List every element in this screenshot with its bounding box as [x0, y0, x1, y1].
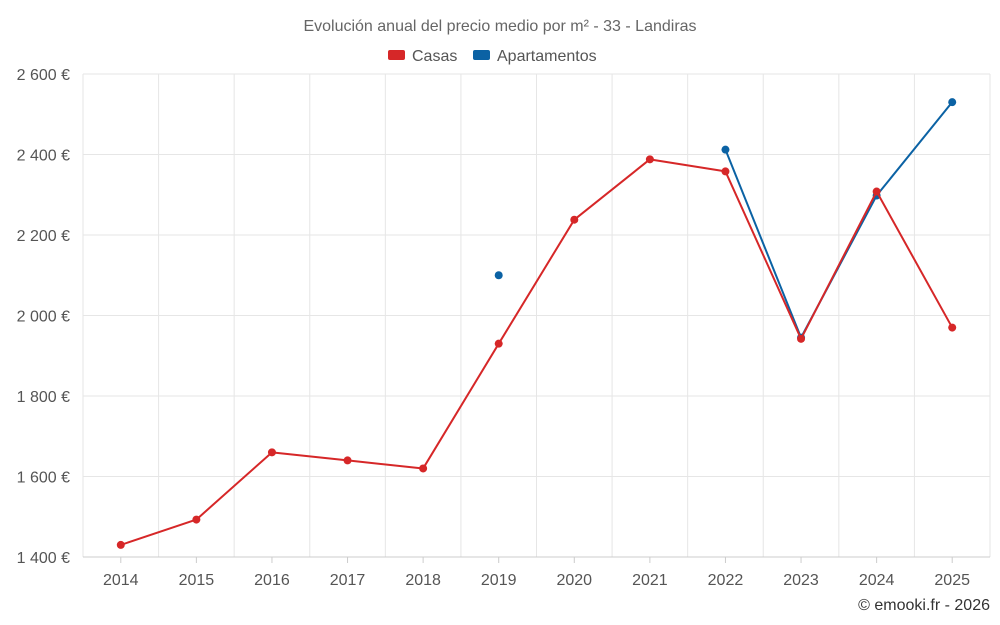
data-point[interactable] [872, 187, 881, 196]
data-point[interactable] [645, 155, 654, 164]
series-casas [116, 155, 957, 549]
series-apartamentos [494, 98, 957, 342]
series-layer [116, 98, 957, 549]
chart-title: Evolución anual del precio medio por m² … [303, 18, 696, 35]
x-tick-label: 2018 [405, 572, 441, 589]
credit-text: © emooki.fr - 2026 [858, 597, 990, 614]
x-tick-label: 2019 [481, 572, 517, 589]
legend-label: Casas [412, 48, 457, 65]
legend-label: Apartamentos [497, 48, 597, 65]
x-tick-label: 2015 [179, 572, 215, 589]
data-point[interactable] [116, 540, 125, 549]
data-point[interactable] [494, 339, 503, 348]
axes: 1 400 € 1 600 € 1 800 € 2 000 € 2 200 € 2 400… [17, 67, 990, 589]
data-point[interactable] [721, 145, 730, 154]
x-tick-label: 2017 [330, 572, 366, 589]
series-line [120, 158, 954, 546]
x-tick-label: 2020 [556, 572, 592, 589]
x-tick-label: 2021 [632, 572, 668, 589]
y-tick-label: 1 400 € [17, 550, 70, 567]
data-point[interactable] [721, 167, 730, 176]
legend-item-casas[interactable]: Casas [388, 48, 457, 65]
data-point[interactable] [192, 515, 201, 524]
x-tick-label: 2025 [934, 572, 970, 589]
data-point[interactable] [570, 215, 579, 224]
x-tick-label: 2022 [708, 572, 744, 589]
legend-swatch [388, 50, 405, 60]
y-tick-label: 2 400 € [17, 148, 70, 165]
data-point[interactable] [494, 271, 503, 280]
legend-swatch [473, 50, 490, 60]
legend-item-apartamentos[interactable]: Apartamentos [473, 48, 597, 65]
y-tick-label: 2 200 € [17, 228, 70, 245]
data-point[interactable] [267, 448, 276, 457]
legend[interactable]: Casas Apartamentos [388, 48, 597, 65]
data-point[interactable] [948, 323, 957, 332]
x-tick-label: 2014 [103, 572, 139, 589]
data-point[interactable] [797, 334, 806, 343]
y-tick-label: 2 000 € [17, 309, 70, 326]
data-point[interactable] [419, 464, 428, 473]
grid [82, 73, 991, 558]
x-tick-label: 2023 [783, 572, 819, 589]
data-point[interactable] [343, 456, 352, 465]
y-tick-label: 1 800 € [17, 389, 70, 406]
data-point[interactable] [948, 98, 957, 107]
y-tick-label: 2 600 € [17, 67, 70, 84]
y-tick-label: 1 600 € [17, 470, 70, 487]
x-tick-label: 2024 [859, 572, 895, 589]
x-tick-label: 2016 [254, 572, 290, 589]
